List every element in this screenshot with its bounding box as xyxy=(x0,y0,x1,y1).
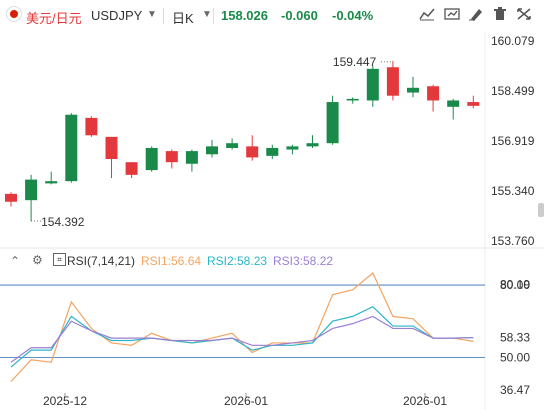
candle-body xyxy=(5,193,17,202)
candle-body xyxy=(326,102,339,144)
candle-body xyxy=(386,67,399,96)
price-axis-label: 155.340 xyxy=(491,184,535,198)
rsi-axis-label: 58.33 xyxy=(500,330,530,344)
candle-body xyxy=(467,102,480,106)
flag-icon xyxy=(6,6,22,22)
x-axis-label: 2026-01 xyxy=(224,394,268,408)
candle-body xyxy=(346,98,359,101)
candle-body xyxy=(65,114,78,182)
header-bar: 美元/日元 USDJPY ▼ 日K ▼ 158.026 -0.060 -0.04… xyxy=(0,0,544,32)
high-annotation: 159.447 xyxy=(333,55,377,69)
delete-icon[interactable] xyxy=(490,7,510,25)
settings-icon[interactable]: ⚙ xyxy=(32,253,43,267)
price-change-pct: -0.04% xyxy=(332,8,374,23)
candle-body xyxy=(286,146,299,150)
draw-icon[interactable] xyxy=(466,7,486,25)
period-selector[interactable]: 日K xyxy=(172,11,194,26)
rsi1-value: RSI1:56.64 xyxy=(141,254,202,268)
candle-body xyxy=(427,86,440,101)
indicator-icon[interactable]: ⌗ xyxy=(53,253,66,266)
rsi-line-rsi2 xyxy=(10,306,474,368)
symbol-dropdown-icon[interactable]: ▼ xyxy=(147,9,157,20)
candle-body xyxy=(366,68,379,101)
price-axis-label: 153.760 xyxy=(491,234,535,248)
candle-body xyxy=(226,143,239,148)
rsi-axis-label: 36.47 xyxy=(500,383,530,397)
candle-body xyxy=(125,162,138,175)
last-price: 158.026 xyxy=(221,8,268,23)
rsi-title: RSI(7,14,21) xyxy=(67,254,136,268)
collapse-icon[interactable]: ⌃ xyxy=(10,254,21,268)
candle-body xyxy=(145,147,158,171)
pair-name[interactable]: 美元/日元 xyxy=(26,11,82,26)
price-change: -0.060 xyxy=(281,8,318,23)
rsi-axis-label: 80.00 xyxy=(500,278,530,292)
x-axis-label: 2026-01 xyxy=(403,394,447,408)
fullscreen-icon[interactable] xyxy=(514,7,534,25)
compare-icon[interactable] xyxy=(442,7,462,25)
rsi2-value: RSI2:58.23 xyxy=(207,254,268,268)
line-chart-icon[interactable] xyxy=(417,7,437,25)
candle-body xyxy=(185,151,198,164)
divider xyxy=(163,8,164,24)
symbol-code[interactable]: USDJPY xyxy=(91,8,143,23)
rsi-axis-label: 50.00 xyxy=(500,350,530,364)
candle-body xyxy=(306,143,319,147)
pane-resize-handle[interactable] xyxy=(538,203,544,217)
candle-body xyxy=(246,146,259,158)
rsi-line-rsi1 xyxy=(10,272,474,382)
divider xyxy=(213,8,214,24)
candle-body xyxy=(25,179,38,201)
period-dropdown-icon[interactable]: ▼ xyxy=(202,9,212,20)
rsi3-value: RSI3:58.22 xyxy=(273,254,334,268)
price-axis-label: 156.919 xyxy=(491,134,535,148)
rsi-line-rsi3 xyxy=(10,315,474,363)
candle-body xyxy=(45,181,58,184)
price-axis-label: 158.499 xyxy=(491,84,535,98)
candle-body xyxy=(206,146,218,155)
candle-body xyxy=(407,87,419,93)
x-axis-label: 2025-12 xyxy=(43,394,87,408)
rsi-axis-label: 80.19 xyxy=(500,278,530,292)
candle-body xyxy=(447,100,460,107)
low-annotation: 154.392 xyxy=(41,215,85,229)
candle-body xyxy=(165,151,178,163)
candle-body xyxy=(105,136,118,160)
candle-body xyxy=(266,147,279,156)
candle-body xyxy=(85,117,98,136)
price-axis-label: 160.079 xyxy=(491,34,535,48)
